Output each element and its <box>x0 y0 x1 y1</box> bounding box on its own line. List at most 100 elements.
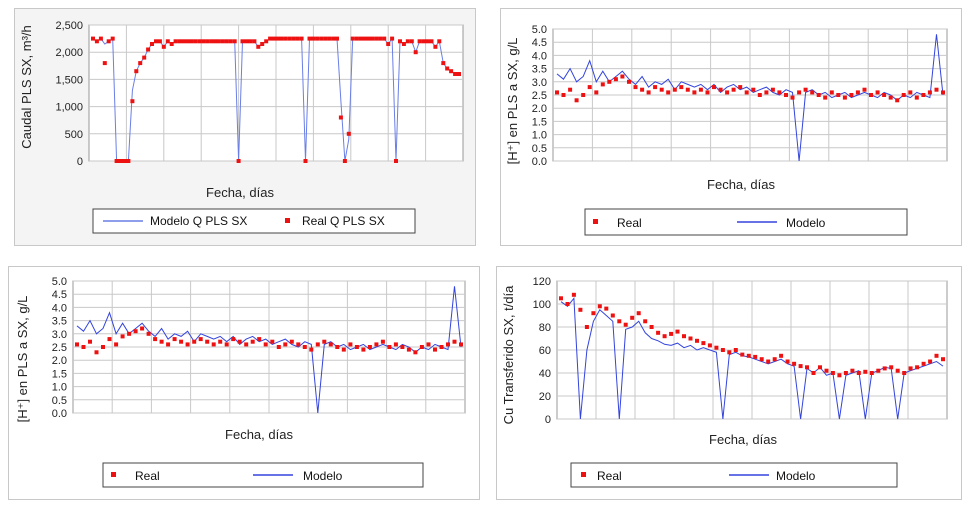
y-tick-label: 4.5 <box>532 37 547 49</box>
data-point-real <box>581 93 586 97</box>
data-point-real <box>378 36 383 41</box>
data-point-real <box>146 47 151 52</box>
y-tick-label: 4.5 <box>52 289 67 301</box>
y-tick-label: 0.0 <box>52 408 67 420</box>
data-point-real <box>457 72 461 76</box>
data-point-real <box>934 353 939 358</box>
data-point-real <box>185 39 190 44</box>
data-point-real <box>81 345 86 349</box>
data-point-real <box>429 39 434 44</box>
data-point-real <box>725 90 730 95</box>
data-point-real <box>934 87 939 92</box>
data-point-real <box>830 371 835 375</box>
data-point-real <box>413 350 418 355</box>
data-point-real <box>669 331 674 336</box>
data-point-real <box>166 342 171 347</box>
data-point-real <box>810 90 815 95</box>
data-point-real <box>459 342 463 347</box>
data-point-real <box>335 36 339 41</box>
legend-box <box>92 208 416 234</box>
data-point-real <box>405 39 410 44</box>
data-point-real <box>75 342 79 347</box>
data-point-real <box>374 342 379 347</box>
data-point-real <box>232 39 237 44</box>
data-point-real <box>159 339 164 344</box>
data-point-real <box>289 339 294 344</box>
data-point-real <box>862 87 867 92</box>
data-point-real <box>941 357 945 362</box>
data-point-real <box>335 345 340 349</box>
data-point-real <box>439 345 444 349</box>
data-point-real <box>908 90 913 95</box>
data-point-real <box>240 39 245 44</box>
data-point-real <box>209 39 214 44</box>
data-point-real <box>122 159 127 163</box>
data-point-real <box>751 87 756 92</box>
y-tick-label: 120 <box>533 276 551 288</box>
legend-real-label: Real <box>597 469 622 483</box>
data-point-real <box>283 36 288 41</box>
data-point-real <box>179 339 184 344</box>
data-point-real <box>236 159 241 163</box>
data-point-real <box>133 329 138 334</box>
data-point-real <box>260 42 265 46</box>
data-point-real <box>327 36 332 41</box>
data-point-real <box>358 36 363 41</box>
data-point-real <box>591 311 596 316</box>
data-point-real <box>94 39 99 44</box>
legend-model-label: Modelo <box>776 469 816 483</box>
data-point-real <box>157 39 162 44</box>
data-point-real <box>348 342 353 347</box>
x-axis-title: Fecha, días <box>707 177 775 192</box>
data-point-real <box>610 313 615 318</box>
data-point-real <box>633 85 638 90</box>
data-point-real <box>818 365 822 370</box>
data-point-real <box>244 39 249 44</box>
y-tick-label: 3.0 <box>532 77 547 89</box>
data-point-real <box>653 85 658 90</box>
data-point-real <box>714 345 719 350</box>
data-point-real <box>646 90 651 95</box>
data-point-real <box>400 345 405 349</box>
data-point-real <box>268 36 273 41</box>
data-point-real <box>150 42 154 46</box>
data-point-real <box>228 39 233 44</box>
data-point-real <box>296 342 301 347</box>
data-point-real <box>452 339 457 344</box>
data-point-real <box>875 90 880 95</box>
data-point-real <box>299 36 304 41</box>
y-tick-label: 0.5 <box>532 143 547 155</box>
data-point-real <box>165 39 170 44</box>
data-point-real <box>766 359 771 364</box>
data-point-real <box>643 319 648 324</box>
data-point-real <box>231 337 236 342</box>
data-point-real <box>623 322 628 327</box>
data-point-real <box>270 339 275 344</box>
data-point-real <box>863 369 868 374</box>
data-point-real <box>600 82 605 87</box>
y-tick-label: 1.5 <box>532 116 547 128</box>
data-point-real <box>449 69 454 74</box>
data-point-real <box>213 39 217 44</box>
data-point-real <box>134 69 139 74</box>
series-line-modelo <box>76 286 462 414</box>
data-point-real <box>205 39 210 44</box>
series-line-modelo <box>556 34 944 162</box>
data-point-real <box>594 90 599 95</box>
data-point-real <box>869 371 874 375</box>
data-point-real <box>386 42 391 46</box>
data-point-real <box>675 329 680 334</box>
data-point-real <box>354 345 359 349</box>
data-point-real <box>181 39 186 44</box>
y-tick-label: 2,000 <box>55 47 83 59</box>
y-tick-label: 2.5 <box>532 90 547 102</box>
data-point-real <box>94 350 99 355</box>
data-point-real <box>98 36 103 41</box>
data-point-real <box>895 368 900 373</box>
data-point-real <box>679 85 684 90</box>
data-point-real <box>341 347 346 352</box>
data-point-real <box>201 39 206 44</box>
data-point-real <box>218 339 223 344</box>
data-point-real <box>91 36 95 41</box>
data-point-real <box>718 87 723 92</box>
